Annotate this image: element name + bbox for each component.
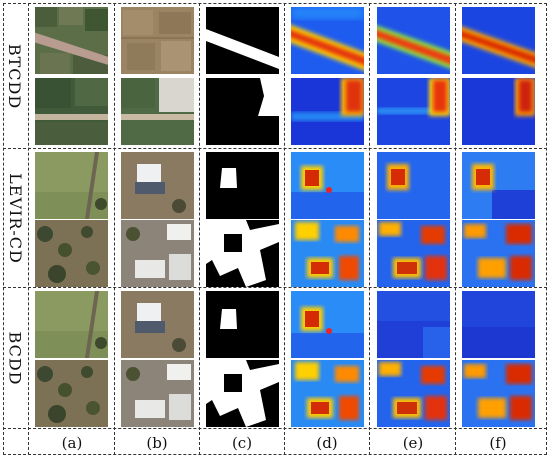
heatmap-r4-f	[462, 220, 535, 287]
row-label-levir-cd: LEVIR-CD	[5, 172, 25, 264]
image-r5-b	[121, 291, 194, 358]
vdivider-4	[369, 3, 370, 455]
image-r2-b	[121, 78, 194, 145]
image-r3-b	[121, 152, 194, 219]
vdivider-1	[114, 3, 115, 455]
heatmap-r3-d	[291, 152, 364, 219]
image-r2-a	[35, 78, 108, 145]
image-r6-b	[121, 360, 194, 427]
divider-labels	[3, 428, 547, 429]
column-label-a: (a)	[61, 434, 83, 452]
image-r1-a	[35, 7, 108, 74]
image-r4-b	[121, 220, 194, 287]
divider-group-1	[3, 148, 547, 149]
image-r6-a	[35, 360, 108, 427]
divider-group-2	[3, 287, 547, 288]
mask-r6-c	[206, 360, 279, 427]
heatmap-r2-d	[291, 78, 364, 145]
heatmap-r2-e	[377, 78, 450, 145]
image-r3-a	[35, 152, 108, 219]
heatmap-r6-e	[377, 360, 450, 427]
heatmap-r1-d	[291, 7, 364, 74]
figure-frame	[3, 3, 547, 455]
vdivider-3	[284, 3, 285, 455]
heatmap-r1-e	[377, 7, 450, 74]
mask-r5-c	[206, 291, 279, 358]
image-r4-a	[35, 220, 108, 287]
heatmap-r3-e	[377, 152, 450, 219]
column-label-b: (b)	[146, 434, 168, 452]
vdivider-2	[199, 3, 200, 455]
heatmap-r4-e	[377, 220, 450, 287]
heatmap-r5-f	[462, 291, 535, 358]
heatmap-r5-e	[377, 291, 450, 358]
heatmap-r6-f	[462, 360, 535, 427]
heatmap-r4-d	[291, 220, 364, 287]
row-label-btcdd: BTCDD	[5, 43, 25, 109]
column-label-e: (e)	[402, 434, 424, 452]
mask-r4-c	[206, 220, 279, 287]
vdivider-0	[28, 3, 29, 455]
image-r5-a	[35, 291, 108, 358]
image-r1-b	[121, 7, 194, 74]
heatmap-r1-f	[462, 7, 535, 74]
mask-r3-c	[206, 152, 279, 219]
vdivider-5	[455, 3, 456, 455]
mask-r1-c	[206, 7, 279, 74]
row-label-bcdd: BCDD	[5, 331, 25, 385]
heatmap-r6-d	[291, 360, 364, 427]
column-label-c: (c)	[231, 434, 253, 452]
heatmap-r3-f	[462, 152, 535, 219]
column-label-f: (f)	[489, 434, 507, 452]
mask-r2-c	[206, 78, 279, 145]
heatmap-r2-f	[462, 78, 535, 145]
heatmap-r5-d	[291, 291, 364, 358]
column-label-d: (d)	[316, 434, 338, 452]
